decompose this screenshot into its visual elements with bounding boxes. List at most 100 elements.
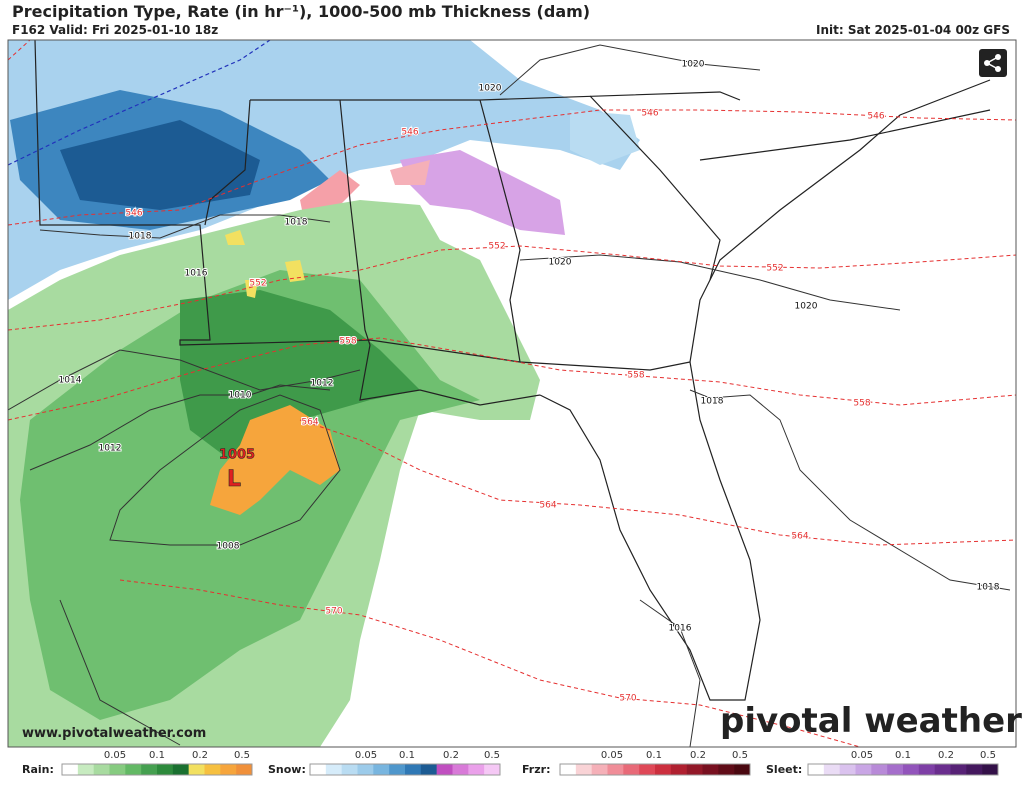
thickness-label: 570 xyxy=(325,607,342,617)
colorbar-cell xyxy=(93,764,110,775)
rain-cell xyxy=(225,230,305,298)
colorbar-cell xyxy=(734,764,751,775)
logo: pivotal weather xyxy=(720,701,1022,741)
thickness-label: 552 xyxy=(766,264,783,274)
pressure-label: 1018 xyxy=(129,232,152,242)
map-frame xyxy=(7,39,1017,748)
pressure-label: 1014 xyxy=(59,376,82,386)
legend-tick: 0.1 xyxy=(399,750,415,761)
init-time: Init: Sat 2025-01-04 00z GFS xyxy=(816,23,1010,37)
legend-tick: 0.1 xyxy=(646,750,662,761)
thickness-label: 564 xyxy=(791,532,808,542)
colorbar-cell xyxy=(966,764,983,775)
colorbar-cell xyxy=(655,764,672,775)
pressure-label: 1010 xyxy=(229,391,252,401)
colorbar-cell xyxy=(982,764,999,775)
legend-tick: 0.1 xyxy=(895,750,911,761)
colorbar-cell xyxy=(950,764,967,775)
colorbar-cell xyxy=(903,764,920,775)
colorbar-frame xyxy=(61,763,253,776)
colorbar-cell xyxy=(436,764,453,775)
website: www.pivotalweather.com xyxy=(22,726,206,741)
colorbar-cell xyxy=(109,764,126,775)
colorbar-cell xyxy=(452,764,469,775)
colorbar-cell xyxy=(141,764,158,775)
low-pressure-value: 1005 xyxy=(219,448,255,463)
thickness-label: 546 xyxy=(125,209,142,219)
legend-tick: 0.05 xyxy=(355,750,377,761)
pressure-label: 1020 xyxy=(795,302,818,312)
colorbar-frame xyxy=(309,763,501,776)
pressure-label: 1018 xyxy=(701,397,724,407)
pressure-label: 1012 xyxy=(99,444,122,454)
legend-tick: 0.5 xyxy=(732,750,748,761)
sleet-area xyxy=(400,150,565,235)
legend-tick: 0.05 xyxy=(851,750,873,761)
colorbar-cell xyxy=(686,764,703,775)
colorbar-cell xyxy=(887,764,904,775)
thickness-label: 552 xyxy=(249,279,266,289)
pressure-label: 1018 xyxy=(285,218,308,228)
pressure-label: 1020 xyxy=(479,84,502,94)
colorbar-cell xyxy=(325,764,342,775)
legend-tick: 0.5 xyxy=(484,750,500,761)
colorbar-cell xyxy=(204,764,221,775)
colorbar-cell xyxy=(871,764,888,775)
colorbar-cell xyxy=(702,764,719,775)
thickness-label: 546 xyxy=(641,109,658,119)
legend-tick: 0.2 xyxy=(690,750,706,761)
pressure-label: 1020 xyxy=(682,60,705,70)
colorbar-cell xyxy=(341,764,358,775)
colorbar-frame xyxy=(559,763,751,776)
colorbar-cell xyxy=(855,764,872,775)
colorbar-cell xyxy=(188,764,205,775)
colorbar-cell xyxy=(357,764,374,775)
legend-label: Frzr: xyxy=(522,763,550,776)
legend-tick: 0.2 xyxy=(192,750,208,761)
pressure-label: 1020 xyxy=(549,258,572,268)
rain-heavy xyxy=(180,290,420,460)
low-marker: L xyxy=(227,467,241,492)
freezing-line xyxy=(8,40,271,166)
state-borders xyxy=(34,40,991,701)
pressure-label: 1018 xyxy=(977,583,1000,593)
colorbar-cell xyxy=(575,764,592,775)
pressure-label: 1008 xyxy=(217,542,240,552)
colorbar-cell xyxy=(808,764,825,775)
thickness-label: 564 xyxy=(301,418,318,428)
pressure-label: 1016 xyxy=(185,269,208,279)
legend: Rain: 0.05 0.1 0.2 0.5 Snow: 0.05 0.1 0.2 0.5 Frzr… xyxy=(22,750,999,776)
valid-time: F162 Valid: Fri 2025-01-10 18z xyxy=(12,23,219,37)
thickness-label: 552 xyxy=(488,242,505,252)
frzr-area xyxy=(390,160,430,185)
legend-tick: 0.05 xyxy=(104,750,126,761)
thickness-label: 558 xyxy=(853,399,870,409)
legend-tick: 0.2 xyxy=(443,750,459,761)
share-button[interactable] xyxy=(979,49,1007,77)
colorbar-cell xyxy=(405,764,422,775)
colorbar-cell xyxy=(77,764,94,775)
colorbar-cell xyxy=(62,764,79,775)
thickness-label: 558 xyxy=(627,371,644,381)
thickness-label: 570 xyxy=(619,694,636,704)
map-layers xyxy=(8,40,1016,747)
colorbar-cell xyxy=(236,764,253,775)
snow-area xyxy=(570,110,640,165)
legend-tick: 0.05 xyxy=(601,750,623,761)
colorbar-cell xyxy=(310,764,327,775)
colorbar-cell xyxy=(157,764,174,775)
legend-label: Rain: xyxy=(22,763,54,776)
thickness-label: 558 xyxy=(339,337,356,347)
thickness-label: 546 xyxy=(401,128,418,138)
pressure-label: 1016 xyxy=(669,624,692,634)
snow-core xyxy=(60,120,260,210)
colorbar-cell xyxy=(623,764,640,775)
colorbar-cell xyxy=(918,764,935,775)
colorbar-cell xyxy=(560,764,577,775)
colorbar-cell xyxy=(172,764,189,775)
colorbar-cell xyxy=(839,764,856,775)
colorbar-cell xyxy=(373,764,390,775)
rain-intense xyxy=(210,405,340,515)
